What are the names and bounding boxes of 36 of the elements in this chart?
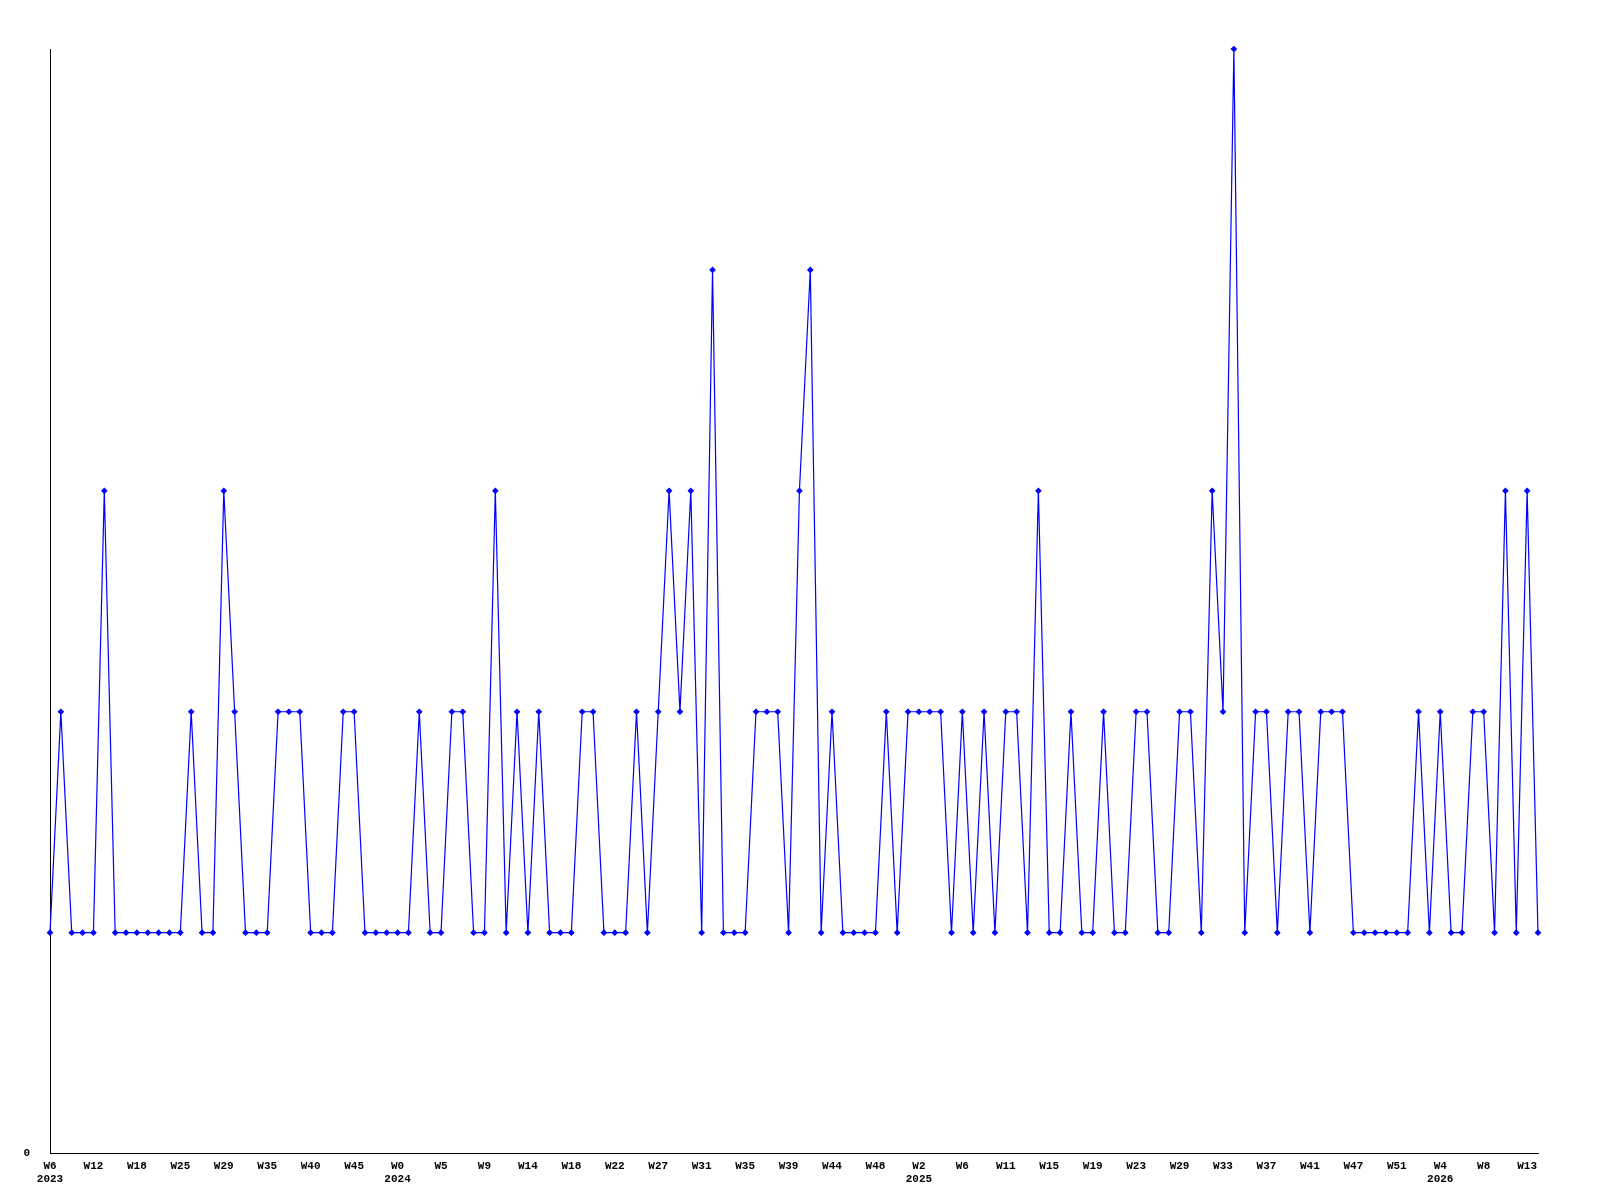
x-tick-label: W23 xyxy=(1126,1159,1147,1172)
x-tick-label: W35 xyxy=(735,1159,756,1172)
x-tick-label: W33 xyxy=(1213,1159,1234,1172)
x-tick-label: W37 xyxy=(1256,1159,1277,1172)
x-tick-label: W39 xyxy=(778,1159,799,1172)
text: 0 xyxy=(23,1147,30,1160)
x-tick-label: W0 2024 xyxy=(384,1159,412,1186)
x-tick-label: W9 xyxy=(477,1159,492,1172)
x-tick-label: W12 xyxy=(83,1159,104,1172)
x-tick-label: W11 xyxy=(995,1159,1017,1172)
x-tick-label: W22 xyxy=(604,1159,625,1172)
x-tick-label: W35 xyxy=(257,1159,278,1172)
x-tick-label: W4 2026 xyxy=(1427,1159,1454,1186)
x-tick-label: W2 2025 xyxy=(905,1159,933,1186)
x-tick-label: W18 xyxy=(126,1159,148,1172)
x-tick-label: W44 xyxy=(822,1159,843,1172)
x-tick-label: W6 2023 xyxy=(36,1159,64,1186)
x-tick-label: W40 xyxy=(300,1159,321,1172)
x-tick-label: W29 xyxy=(1169,1159,1190,1172)
x-tick-label: W15 xyxy=(1039,1159,1060,1172)
x-tick-label: W51 xyxy=(1386,1159,1408,1172)
x-tick-label: W27 xyxy=(648,1159,669,1172)
x-tick-label: W25 xyxy=(170,1159,191,1172)
x-tick-label: W5 xyxy=(434,1159,449,1172)
x-tick-label: W48 xyxy=(865,1159,886,1172)
x-tick-label: W45 xyxy=(344,1159,365,1172)
x-tick-label: W6 xyxy=(955,1159,969,1172)
x-tick-label: W31 xyxy=(691,1159,712,1172)
x-tick-label: W8 xyxy=(1477,1159,1491,1172)
x-tick-label: W47 xyxy=(1343,1159,1364,1172)
x-tick-label: W18 xyxy=(561,1159,582,1172)
x-tick-label: W29 xyxy=(213,1159,234,1172)
x-tick-label: W41 xyxy=(1300,1159,1321,1172)
x-tick-label: W14 xyxy=(517,1159,539,1172)
x-tick-label: W19 xyxy=(1082,1159,1103,1172)
x-tick-label: W13 xyxy=(1517,1159,1538,1172)
